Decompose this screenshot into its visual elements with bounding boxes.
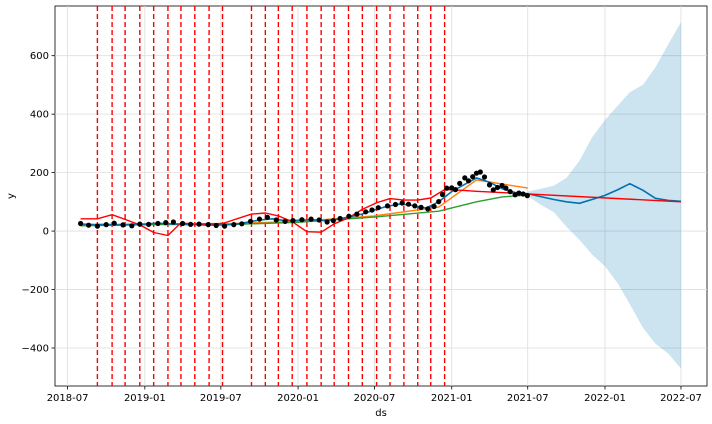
observation-point [425, 206, 431, 212]
observation-point [316, 217, 322, 223]
observation-point [299, 217, 305, 223]
observation-point [444, 185, 450, 191]
observation-point [503, 185, 509, 191]
observation-point [231, 222, 237, 228]
observation-point [86, 222, 92, 228]
plot-area [54, 5, 708, 387]
observation-point [282, 218, 288, 224]
observation-point [507, 189, 513, 195]
x-tick-label: 2021-07 [507, 393, 549, 404]
x-tick-label: 2022-07 [660, 393, 702, 404]
y-axis-title: y [6, 193, 17, 199]
observation-point [239, 221, 245, 227]
observation-point [170, 219, 176, 225]
observation-point [354, 211, 360, 217]
observation-point [375, 205, 381, 211]
observation-point [103, 222, 109, 228]
observation-point [180, 220, 186, 227]
x-tick-label: 2022-01 [584, 393, 626, 404]
observation-point [94, 223, 100, 229]
observation-point [457, 180, 463, 186]
observation-point [146, 221, 152, 227]
observation-point [499, 182, 505, 189]
observation-point [256, 216, 263, 222]
y-tick-label: 200 [30, 168, 49, 179]
observation-point [324, 219, 330, 225]
observation-point [520, 191, 526, 197]
observation-point [163, 220, 169, 226]
x-tick-label: 2020-07 [354, 393, 396, 404]
observation-point [111, 220, 117, 226]
observation-point [392, 201, 399, 208]
observation-point [363, 209, 369, 215]
x-tick-label: 2021-01 [431, 393, 473, 404]
changepoints-layer [96, 6, 446, 386]
y-tick-label: −400 [22, 344, 49, 355]
x-tick-label: 2020-01 [277, 393, 319, 404]
observation-point [486, 182, 493, 188]
observation-point [188, 221, 194, 227]
observation-point [412, 203, 418, 209]
observation-point [524, 193, 530, 199]
observation-point [399, 200, 405, 206]
observation-point [481, 174, 488, 180]
observation-point [213, 222, 219, 229]
observation-point [516, 190, 522, 196]
observation-point [465, 178, 472, 184]
observation-point [78, 220, 84, 227]
observation-point [369, 207, 375, 213]
observation-point [470, 174, 476, 180]
x-tick-label: 2019-07 [200, 393, 242, 404]
observation-point [462, 175, 468, 181]
observation-point [384, 203, 391, 209]
observation-point [330, 218, 336, 224]
observation-point [248, 218, 254, 224]
observation-point [431, 203, 437, 210]
observation-point [129, 223, 135, 229]
observation-point [439, 191, 446, 198]
observations-layer [78, 169, 530, 229]
observation-point [452, 187, 459, 193]
y-tick-label: 600 [30, 51, 49, 62]
y-tick-label: −200 [22, 285, 49, 296]
observation-point [308, 216, 314, 222]
observation-point [418, 204, 424, 210]
observation-point [120, 222, 126, 228]
observation-point [337, 215, 343, 222]
observation-point [222, 223, 228, 229]
observation-point [490, 187, 496, 193]
observation-point [205, 222, 211, 228]
observation-point [405, 201, 412, 207]
observation-point [290, 218, 296, 224]
observation-point [436, 199, 442, 205]
y-tick-label: 400 [30, 110, 49, 121]
observation-point [494, 184, 501, 191]
observation-point [346, 213, 352, 219]
x-tick-label: 2018-07 [47, 393, 89, 404]
x-axis-title: ds [375, 408, 387, 419]
observation-point [273, 217, 279, 223]
observation-point [137, 221, 143, 227]
observation-point [477, 169, 483, 175]
ticks-layer: 2018-07 2019-01 2019-07 2020-01 2020-07 2021-… [22, 51, 702, 404]
observation-point [196, 221, 202, 227]
x-tick-label: 2019-01 [124, 393, 166, 404]
observation-point [264, 214, 270, 220]
observation-point [155, 220, 161, 227]
y-tick-label: 0 [43, 227, 49, 238]
